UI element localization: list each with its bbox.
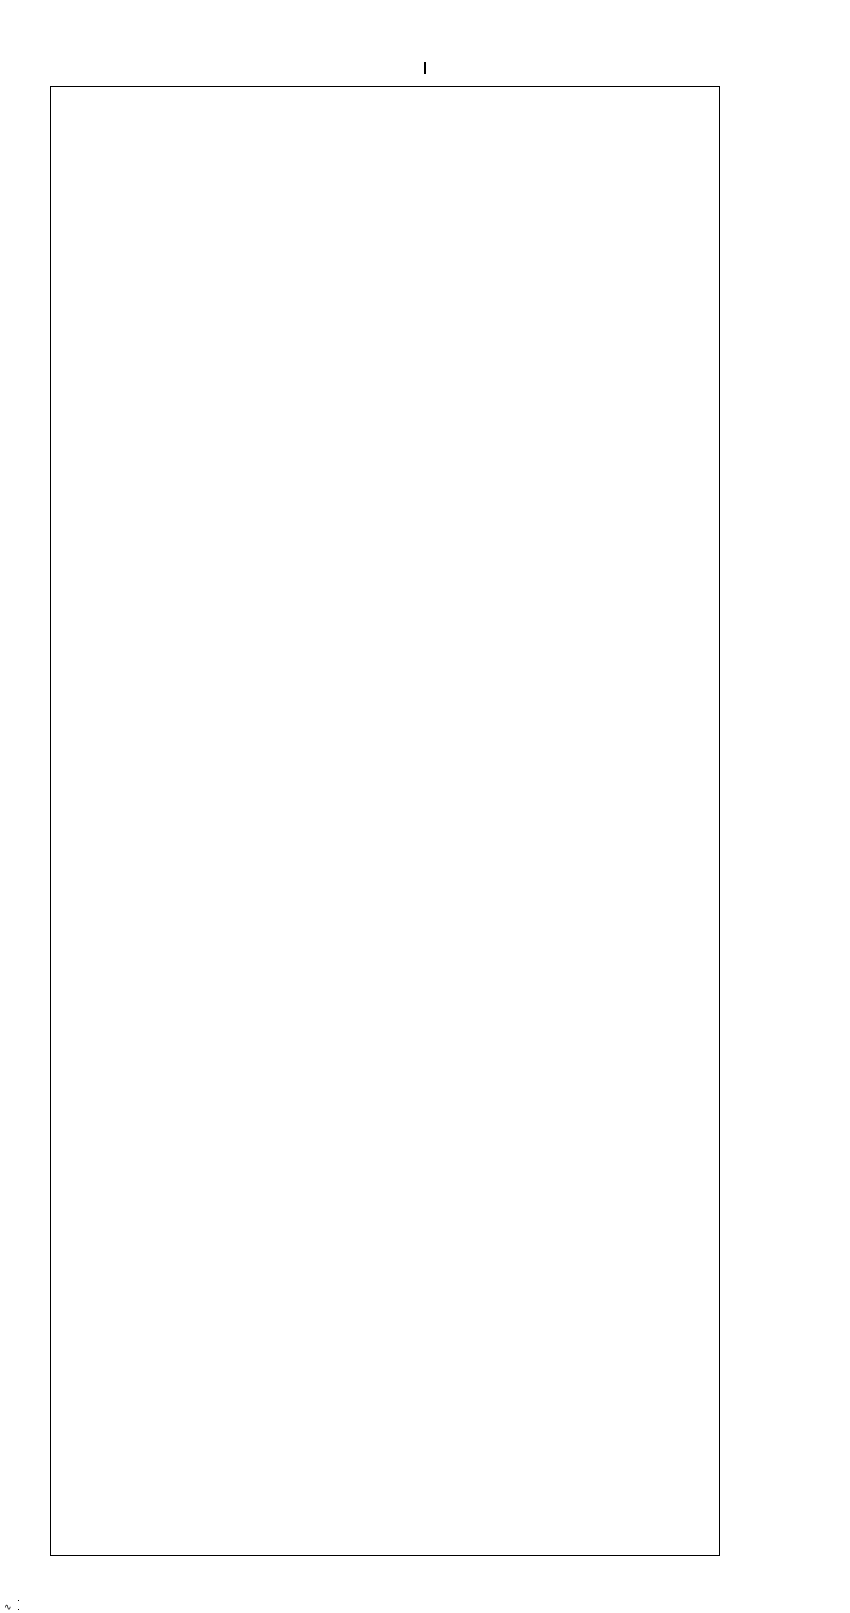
scale-indicator [0, 60, 850, 75]
seismogram-container: ∿ [0, 0, 850, 1613]
footer-scale: ∿ [4, 1600, 19, 1613]
scale-bar-icon [424, 62, 426, 74]
seismogram-plot [50, 86, 720, 1556]
scale-bar-icon [18, 1600, 19, 1610]
x-axis [50, 1560, 720, 1610]
